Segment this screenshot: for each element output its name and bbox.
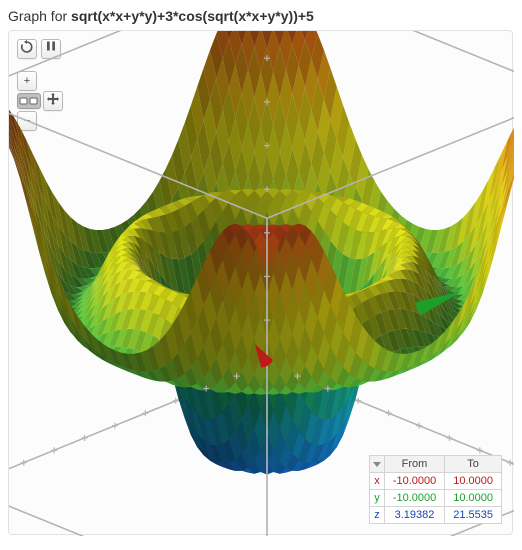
bounds-from-value[interactable]: -10.0000 [384, 473, 444, 490]
bounds-row: y-10.000010.0000 [370, 490, 502, 507]
axis-bounds-table: From To x-10.000010.0000y-10.000010.0000… [369, 455, 502, 524]
graph-panel[interactable]: + − From To x-10.000010.0000y-10.000010.… [8, 30, 513, 535]
bounds-to-value[interactable]: 10.0000 [445, 490, 502, 507]
bounds-axis-label: x [370, 473, 385, 490]
bounds-to-value[interactable]: 21.5535 [445, 507, 502, 524]
bounds-axis-label: z [370, 507, 385, 524]
bounds-from-value[interactable]: 3.19382 [384, 507, 444, 524]
bounds-row: x-10.000010.0000 [370, 473, 502, 490]
bounds-from-value[interactable]: -10.0000 [384, 490, 444, 507]
bounds-col-to: To [445, 456, 502, 473]
bounds-menu-button[interactable] [370, 456, 385, 473]
title-formula: sqrt(x*x+y*y)+3*cos(sqrt(x*x+y*y))+5 [71, 8, 314, 24]
page-title: Graph for sqrt(x*x+y*y)+3*cos(sqrt(x*x+y… [8, 8, 514, 24]
bounds-row: z3.1938221.5535 [370, 507, 502, 524]
bounds-to-value[interactable]: 10.0000 [445, 473, 502, 490]
chevron-down-icon [373, 462, 381, 467]
bounds-col-from: From [384, 456, 444, 473]
bounds-axis-label: y [370, 490, 385, 507]
title-prefix: Graph for [8, 8, 71, 24]
